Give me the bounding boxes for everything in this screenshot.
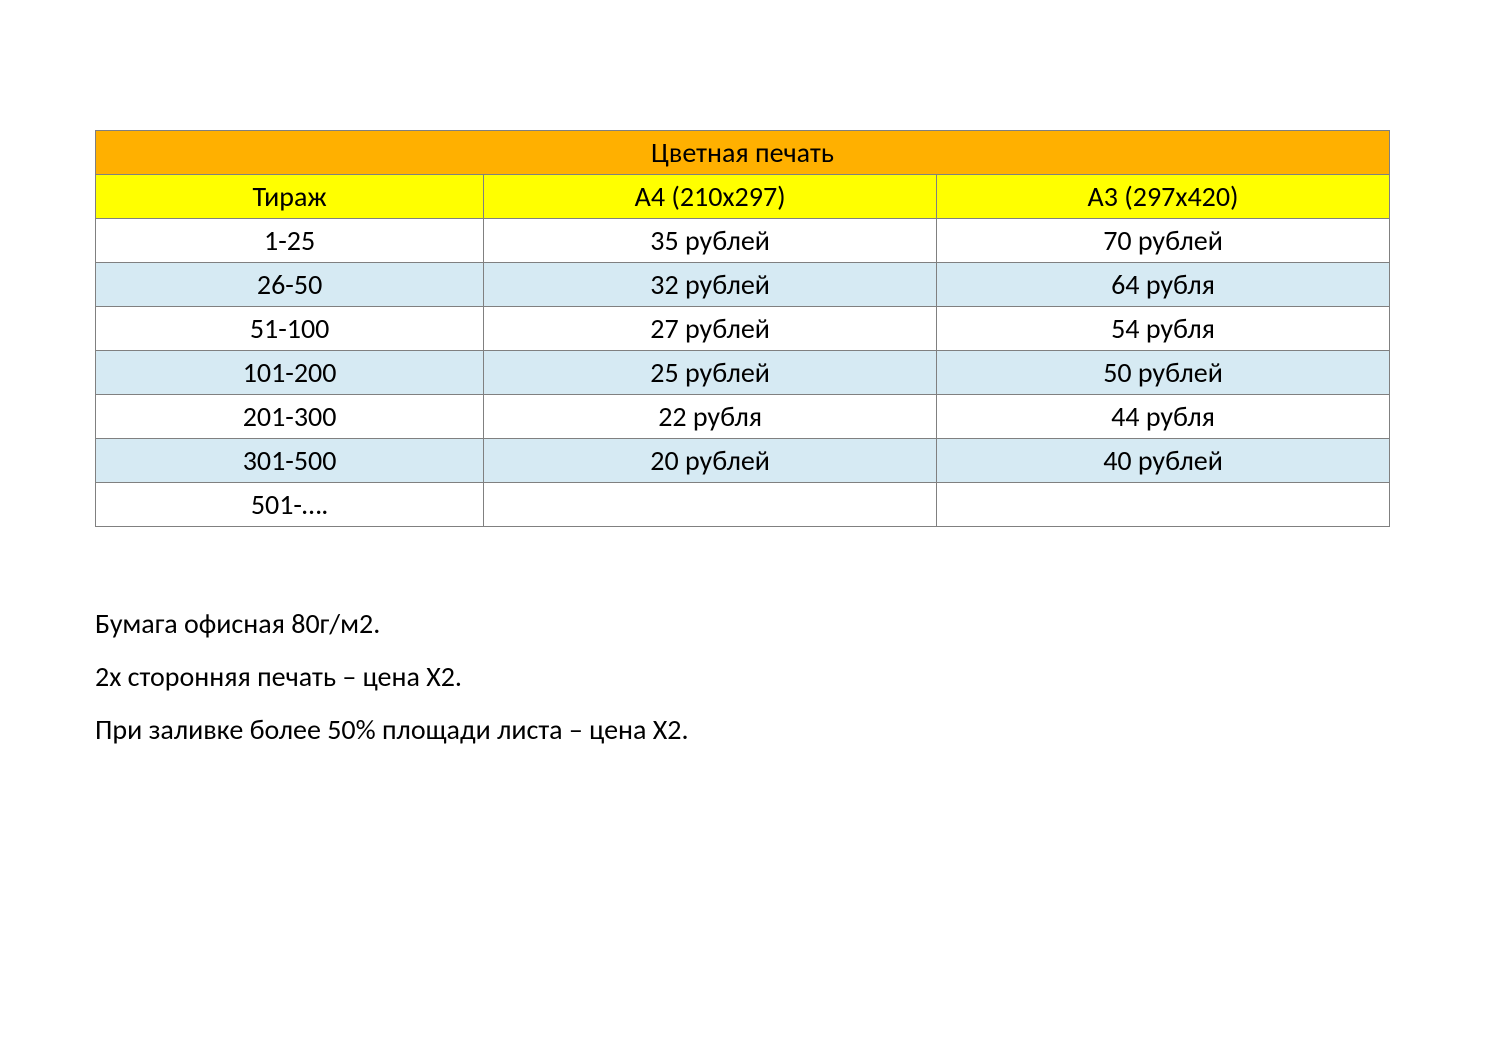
table-row: 1-2535 рублей70 рублей [96, 219, 1390, 263]
table-title-row: Цветная печать [96, 131, 1390, 175]
cell-a4: 20 рублей [484, 439, 937, 483]
note-line: При заливке более 50% площади листа – це… [95, 703, 1390, 756]
cell-a3: 44 рубля [937, 395, 1390, 439]
table-row: 301-50020 рублей40 рублей [96, 439, 1390, 483]
cell-a4: 27 рублей [484, 307, 937, 351]
cell-a4: 25 рублей [484, 351, 937, 395]
cell-a3: 54 рубля [937, 307, 1390, 351]
col-header-a4: А4 (210х297) [484, 175, 937, 219]
cell-quantity: 26-50 [96, 263, 484, 307]
cell-a3: 40 рублей [937, 439, 1390, 483]
cell-a3: 70 рублей [937, 219, 1390, 263]
cell-a4: 32 рублей [484, 263, 937, 307]
note-line: Бумага офисная 80г/м2. [95, 597, 1390, 650]
cell-quantity: 501-…. [96, 483, 484, 527]
table-body: 1-2535 рублей70 рублей26-5032 рублей64 р… [96, 219, 1390, 527]
note-line: 2х сторонняя печать – цена Х2. [95, 650, 1390, 703]
table-row: 501-…. [96, 483, 1390, 527]
cell-quantity: 101-200 [96, 351, 484, 395]
table-row: 51-10027 рублей54 рубля [96, 307, 1390, 351]
col-header-a3: А3 (297х420) [937, 175, 1390, 219]
cell-a4: 35 рублей [484, 219, 937, 263]
col-header-quantity: Тираж [96, 175, 484, 219]
table-row: 26-5032 рублей64 рубля [96, 263, 1390, 307]
table-title: Цветная печать [96, 131, 1390, 175]
cell-a4 [484, 483, 937, 527]
cell-a3: 50 рублей [937, 351, 1390, 395]
cell-a4: 22 рубля [484, 395, 937, 439]
cell-quantity: 301-500 [96, 439, 484, 483]
notes-section: Бумага офисная 80г/м2.2х сторонняя печат… [95, 597, 1390, 757]
table-row: 101-20025 рублей50 рублей [96, 351, 1390, 395]
cell-a3: 64 рубля [937, 263, 1390, 307]
table-row: 201-30022 рубля44 рубля [96, 395, 1390, 439]
cell-quantity: 1-25 [96, 219, 484, 263]
table-header-row: Тираж А4 (210х297) А3 (297х420) [96, 175, 1390, 219]
cell-a3 [937, 483, 1390, 527]
cell-quantity: 51-100 [96, 307, 484, 351]
price-table: Цветная печать Тираж А4 (210х297) А3 (29… [95, 130, 1390, 527]
cell-quantity: 201-300 [96, 395, 484, 439]
